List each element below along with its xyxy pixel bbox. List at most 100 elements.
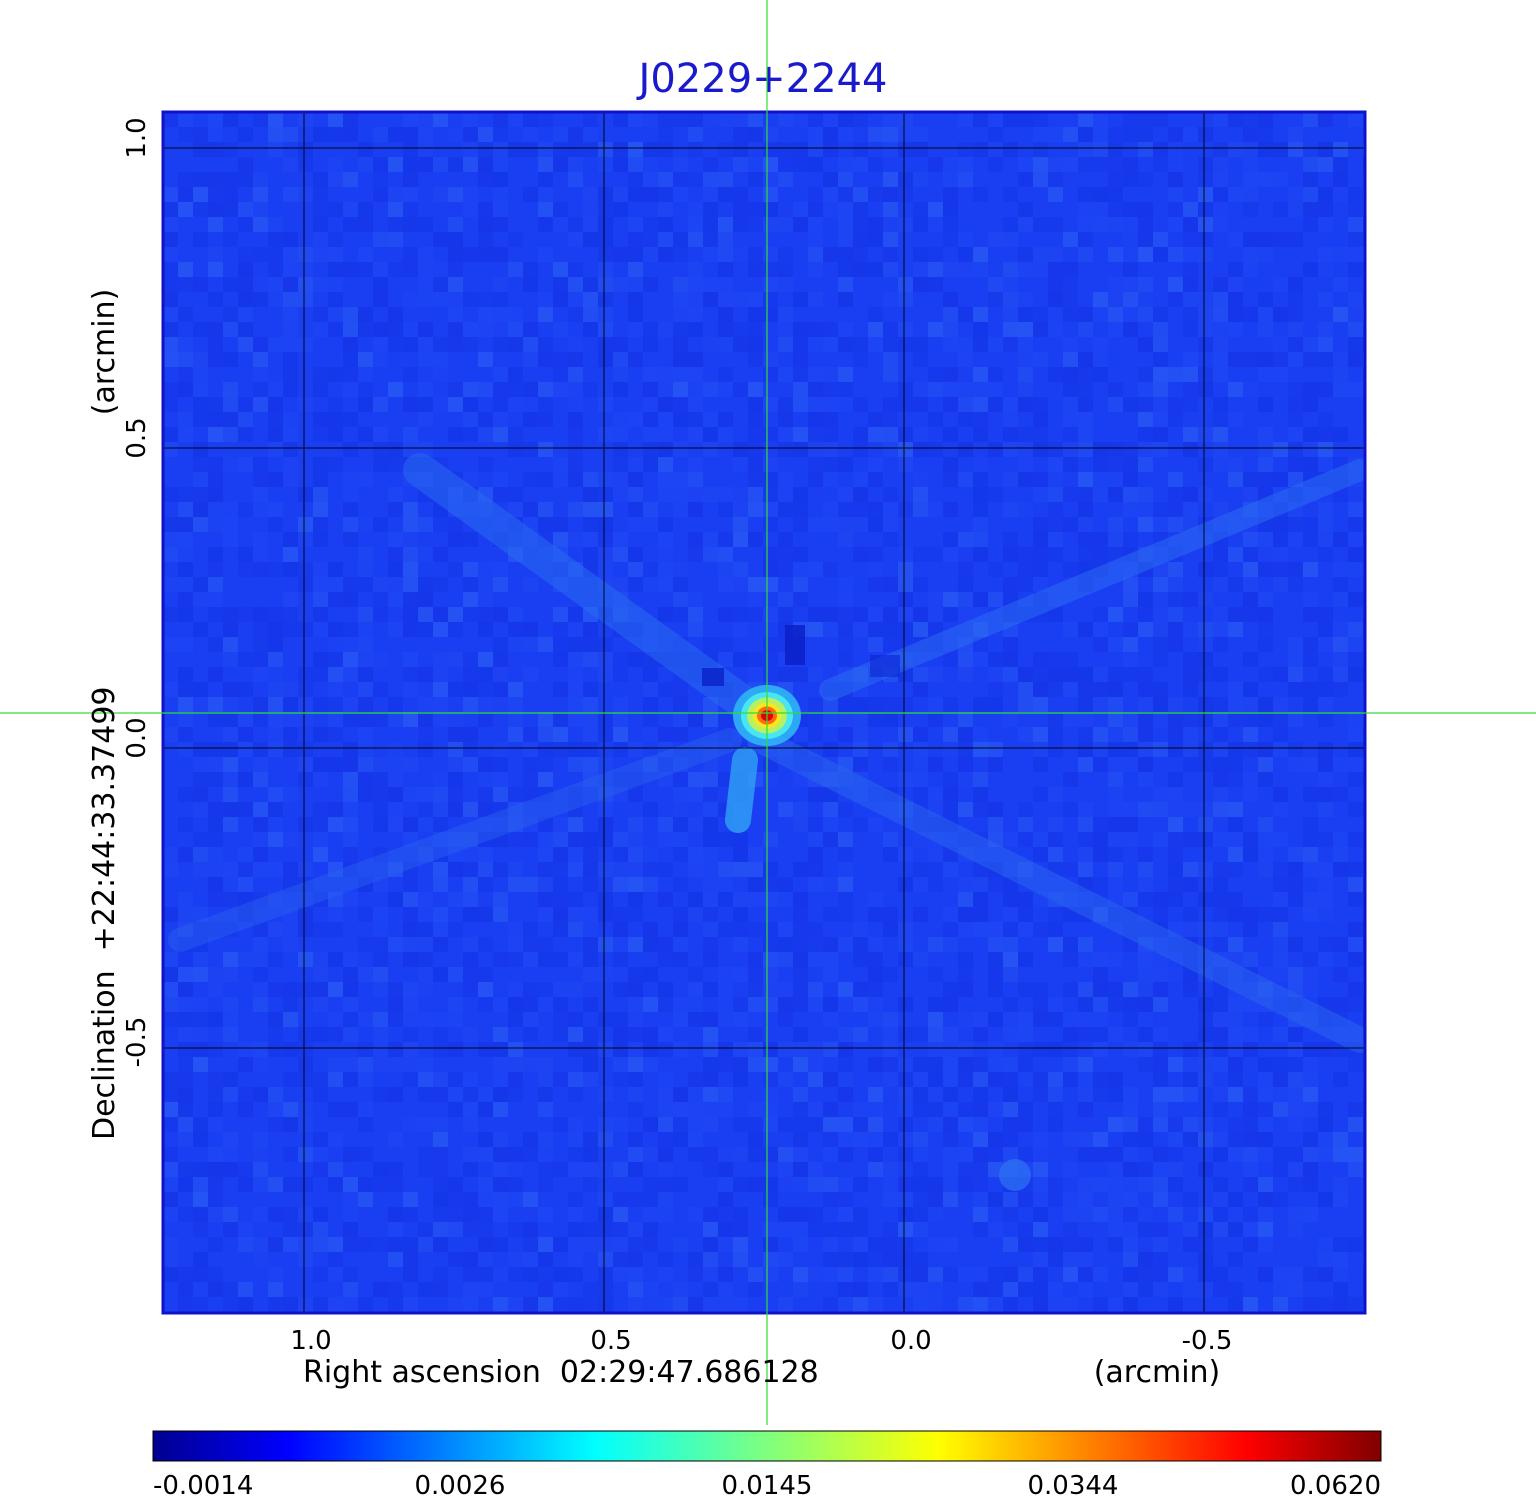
noise-pixel xyxy=(1153,352,1168,367)
noise-pixel xyxy=(808,412,823,427)
noise-pixel xyxy=(208,352,223,367)
noise-pixel xyxy=(628,412,643,427)
noise-pixel xyxy=(1273,892,1288,907)
noise-pixel xyxy=(553,472,568,487)
noise-pixel xyxy=(253,457,268,472)
noise-pixel xyxy=(1258,622,1273,637)
noise-pixel xyxy=(613,667,628,682)
noise-pixel xyxy=(523,1057,538,1072)
noise-pixel xyxy=(808,862,823,877)
noise-pixel xyxy=(1348,292,1363,307)
noise-pixel xyxy=(838,202,853,217)
y-tick-label: 0.0 xyxy=(122,717,152,758)
noise-pixel xyxy=(418,1087,433,1102)
noise-pixel xyxy=(1258,247,1273,262)
noise-pixel xyxy=(1333,1192,1348,1207)
noise-pixel xyxy=(1198,697,1213,712)
noise-pixel xyxy=(448,322,463,337)
noise-pixel xyxy=(778,877,793,892)
noise-pixel xyxy=(493,757,508,772)
noise-pixel xyxy=(1138,802,1153,817)
noise-pixel xyxy=(1153,1282,1168,1297)
noise-pixel xyxy=(388,157,403,172)
noise-pixel xyxy=(868,712,883,727)
noise-pixel xyxy=(778,217,793,232)
noise-pixel xyxy=(208,847,223,862)
noise-pixel xyxy=(1078,1192,1093,1207)
noise-pixel xyxy=(658,547,673,562)
noise-pixel xyxy=(178,1267,193,1282)
noise-pixel xyxy=(598,427,613,442)
noise-pixel xyxy=(658,412,673,427)
noise-pixel xyxy=(1078,232,1093,247)
noise-pixel xyxy=(808,517,823,532)
noise-pixel xyxy=(163,967,178,982)
noise-pixel xyxy=(658,817,673,832)
noise-pixel xyxy=(958,892,973,907)
noise-pixel xyxy=(193,232,208,247)
noise-pixel xyxy=(223,922,238,937)
noise-pixel xyxy=(493,697,508,712)
noise-pixel xyxy=(943,232,958,247)
noise-pixel xyxy=(1108,1027,1123,1042)
noise-pixel xyxy=(1333,352,1348,367)
noise-pixel xyxy=(898,772,913,787)
noise-pixel xyxy=(1153,1222,1168,1237)
noise-pixel xyxy=(1123,1297,1138,1312)
noise-pixel xyxy=(643,577,658,592)
noise-pixel xyxy=(958,352,973,367)
noise-pixel xyxy=(388,547,403,562)
noise-pixel xyxy=(403,682,418,697)
noise-pixel xyxy=(343,352,358,367)
noise-pixel xyxy=(1318,382,1333,397)
noise-pixel xyxy=(358,742,373,757)
noise-pixel xyxy=(988,1132,1003,1147)
noise-pixel xyxy=(1093,367,1108,382)
noise-pixel xyxy=(1168,1087,1183,1102)
noise-pixel xyxy=(853,952,868,967)
noise-pixel xyxy=(913,577,928,592)
noise-pixel xyxy=(493,1207,508,1222)
noise-pixel xyxy=(343,112,358,127)
colorbar-tick-labels: -0.0014 0.0026 0.0145 0.0344 0.0620 xyxy=(153,1471,1381,1500)
noise-pixel xyxy=(718,502,733,517)
noise-pixel xyxy=(523,262,538,277)
noise-pixel xyxy=(223,502,238,517)
noise-pixel xyxy=(1228,352,1243,367)
noise-pixel xyxy=(823,202,838,217)
noise-pixel xyxy=(838,832,853,847)
noise-pixel xyxy=(313,727,328,742)
noise-pixel xyxy=(658,1072,673,1087)
noise-pixel xyxy=(643,322,658,337)
noise-pixel xyxy=(448,1177,463,1192)
noise-pixel xyxy=(688,1297,703,1312)
noise-pixel xyxy=(643,1207,658,1222)
noise-pixel xyxy=(1318,427,1333,442)
noise-pixel xyxy=(688,817,703,832)
noise-pixel xyxy=(1318,1252,1333,1267)
noise-pixel xyxy=(553,457,568,472)
noise-pixel xyxy=(883,907,898,922)
noise-pixel xyxy=(298,1237,313,1252)
noise-pixel xyxy=(703,1102,718,1117)
noise-pixel xyxy=(1258,817,1273,832)
noise-pixel xyxy=(1258,697,1273,712)
noise-pixel xyxy=(1138,427,1153,442)
noise-pixel xyxy=(1258,292,1273,307)
noise-pixel xyxy=(1033,352,1048,367)
noise-pixel xyxy=(778,142,793,157)
noise-pixel xyxy=(1198,997,1213,1012)
noise-pixel xyxy=(748,442,763,457)
noise-pixel xyxy=(643,277,658,292)
noise-pixel xyxy=(553,982,568,997)
noise-pixel xyxy=(478,787,493,802)
noise-pixel xyxy=(328,862,343,877)
noise-pixel xyxy=(1168,1117,1183,1132)
noise-pixel xyxy=(1108,172,1123,187)
noise-pixel xyxy=(1168,487,1183,502)
noise-pixel xyxy=(433,937,448,952)
noise-pixel xyxy=(448,1072,463,1087)
noise-pixel xyxy=(448,1252,463,1267)
noise-pixel xyxy=(793,382,808,397)
y-axis-label: Declination +22:44:33.37499 xyxy=(87,686,122,1140)
